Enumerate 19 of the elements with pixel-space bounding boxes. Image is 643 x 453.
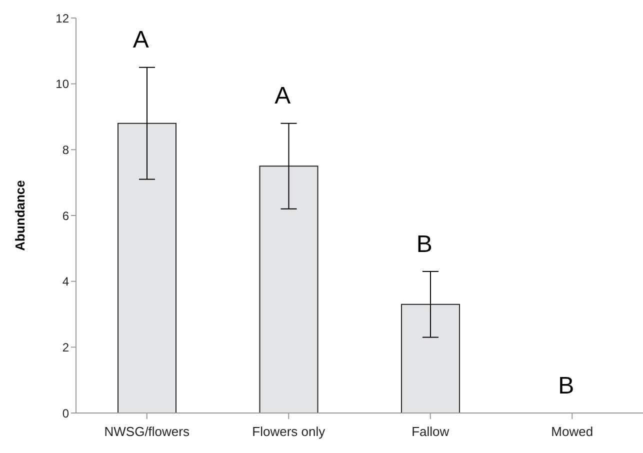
- y-tick-label: 12: [56, 11, 70, 26]
- y-tick-label: 10: [56, 77, 70, 92]
- y-tick-label: 0: [62, 406, 70, 420]
- x-tick-label: Mowed: [551, 424, 594, 440]
- bar: [118, 122, 176, 413]
- bar: [259, 166, 318, 413]
- annotation: B: [416, 230, 432, 258]
- y-tick-label: 8: [62, 142, 70, 157]
- bar: [401, 304, 460, 413]
- y-tick-label: 2: [62, 340, 70, 354]
- annotation: A: [274, 82, 291, 110]
- y-axis-title: Abundance: [12, 180, 28, 251]
- annotation: A: [132, 26, 149, 54]
- x-tick-label: NWSG/flowers: [104, 424, 190, 440]
- annotation: B: [558, 372, 574, 400]
- x-tick-label: Flowers only: [252, 424, 326, 440]
- y-tick-label: 4: [62, 274, 70, 289]
- x-tick-label: Fallow: [412, 424, 450, 440]
- y-tick-label: 6: [62, 208, 70, 223]
